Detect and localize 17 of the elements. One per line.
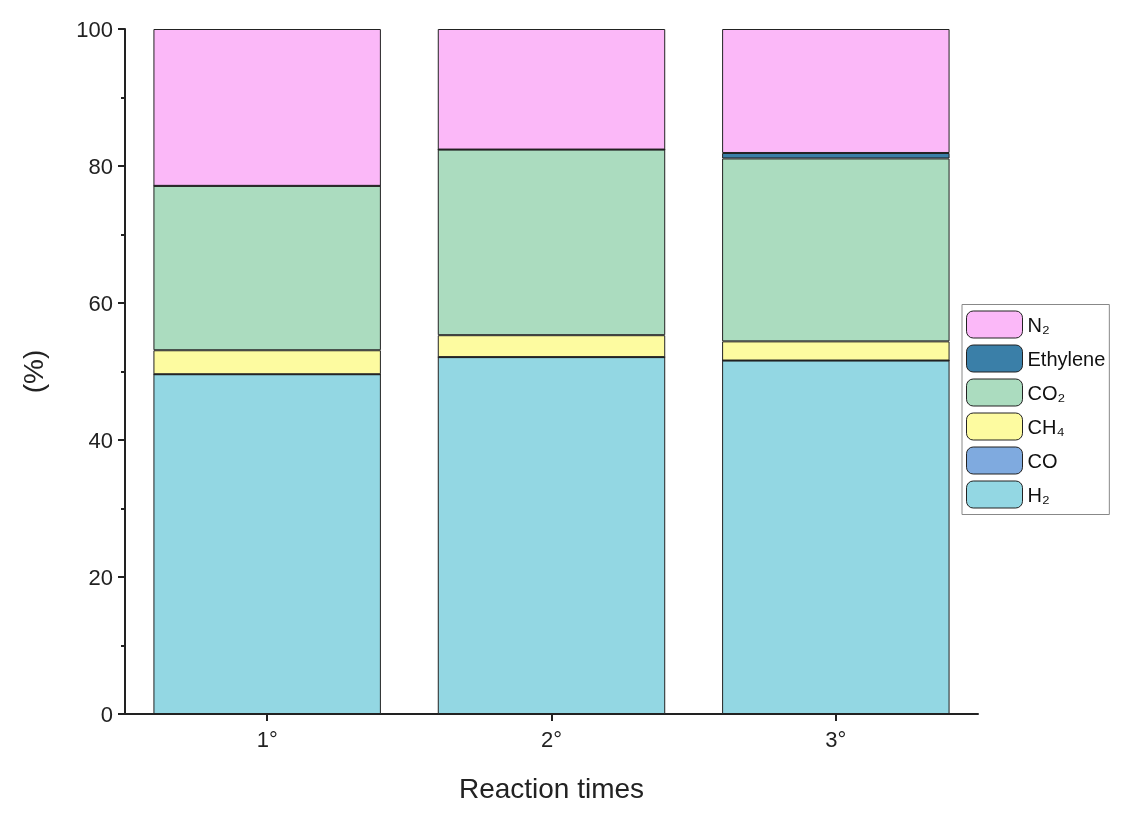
y-tick-label: 100 — [76, 16, 113, 42]
y-tick-label: 60 — [88, 290, 113, 316]
legend-label: CH₄ — [1027, 415, 1065, 438]
x-tick-label: 2° — [540, 726, 563, 752]
legend-label: Ethylene — [1027, 347, 1106, 370]
legend-label: N₂ — [1027, 313, 1050, 336]
y-tick-label: 80 — [88, 153, 113, 179]
y-tick-label: 0 — [100, 701, 113, 727]
x-axis-title: Reaction times — [458, 772, 645, 804]
legend-label: H₂ — [1027, 483, 1050, 506]
legend-label: CO — [1027, 449, 1058, 472]
y-tick-label: 20 — [88, 564, 113, 590]
y-axis-title: (%) — [17, 349, 49, 394]
x-tick-label: 3° — [825, 726, 847, 752]
x-tick-label: 1° — [256, 726, 278, 752]
legend-label: CO₂ — [1027, 381, 1066, 404]
y-tick-label: 40 — [88, 427, 113, 453]
